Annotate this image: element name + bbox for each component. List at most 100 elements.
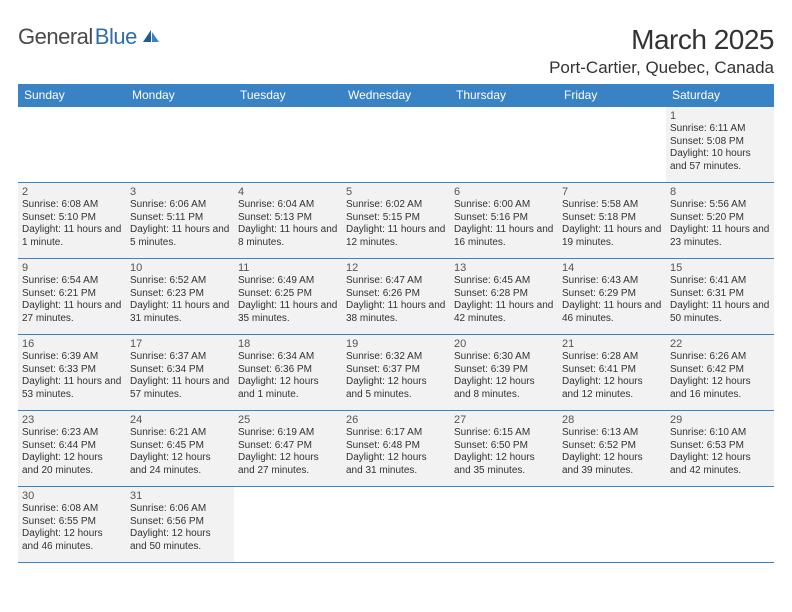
- calendar-cell: 20Sunrise: 6:30 AMSunset: 6:39 PMDayligh…: [450, 335, 558, 411]
- calendar-row: 16Sunrise: 6:39 AMSunset: 6:33 PMDayligh…: [18, 335, 774, 411]
- daylight-text: Daylight: 11 hours and 8 minutes.: [238, 224, 338, 249]
- sunset-text: Sunset: 6:45 PM: [130, 440, 230, 453]
- day-number: 10: [130, 262, 230, 274]
- sunrise-text: Sunrise: 6:43 AM: [562, 275, 662, 288]
- col-header: Friday: [558, 84, 666, 107]
- day-info: Sunrise: 6:26 AMSunset: 6:42 PMDaylight:…: [670, 351, 770, 401]
- calendar-cell: 22Sunrise: 6:26 AMSunset: 6:42 PMDayligh…: [666, 335, 774, 411]
- daylight-text: Daylight: 10 hours and 57 minutes.: [670, 148, 770, 173]
- col-header: Monday: [126, 84, 234, 107]
- day-number: 26: [346, 414, 446, 426]
- col-header: Saturday: [666, 84, 774, 107]
- day-number: 5: [346, 186, 446, 198]
- day-info: Sunrise: 6:54 AMSunset: 6:21 PMDaylight:…: [22, 275, 122, 325]
- sunset-text: Sunset: 6:21 PM: [22, 288, 122, 301]
- logo: General Blue: [18, 24, 161, 50]
- day-info: Sunrise: 6:21 AMSunset: 6:45 PMDaylight:…: [130, 427, 230, 477]
- calendar-body: 1Sunrise: 6:11 AMSunset: 5:08 PMDaylight…: [18, 107, 774, 563]
- sunset-text: Sunset: 6:56 PM: [130, 516, 230, 529]
- day-info: Sunrise: 6:08 AMSunset: 5:10 PMDaylight:…: [22, 199, 122, 249]
- sunset-text: Sunset: 6:25 PM: [238, 288, 338, 301]
- calendar-cell: 10Sunrise: 6:52 AMSunset: 6:23 PMDayligh…: [126, 259, 234, 335]
- calendar-cell: 8Sunrise: 5:56 AMSunset: 5:20 PMDaylight…: [666, 183, 774, 259]
- sunrise-text: Sunrise: 6:13 AM: [562, 427, 662, 440]
- daylight-text: Daylight: 12 hours and 39 minutes.: [562, 452, 662, 477]
- sunrise-text: Sunrise: 6:21 AM: [130, 427, 230, 440]
- day-number: 1: [670, 110, 770, 122]
- calendar-cell: 24Sunrise: 6:21 AMSunset: 6:45 PMDayligh…: [126, 411, 234, 487]
- page-header: General Blue March 2025 Port-Cartier, Qu…: [18, 24, 774, 78]
- daylight-text: Daylight: 12 hours and 16 minutes.: [670, 376, 770, 401]
- sunrise-text: Sunrise: 6:47 AM: [346, 275, 446, 288]
- sunrise-text: Sunrise: 6:10 AM: [670, 427, 770, 440]
- sunrise-text: Sunrise: 6:06 AM: [130, 503, 230, 516]
- header-row: Sunday Monday Tuesday Wednesday Thursday…: [18, 84, 774, 107]
- location: Port-Cartier, Quebec, Canada: [549, 58, 774, 78]
- sunrise-text: Sunrise: 5:56 AM: [670, 199, 770, 212]
- calendar-cell: 29Sunrise: 6:10 AMSunset: 6:53 PMDayligh…: [666, 411, 774, 487]
- day-info: Sunrise: 6:41 AMSunset: 6:31 PMDaylight:…: [670, 275, 770, 325]
- calendar-cell: [234, 487, 342, 563]
- daylight-text: Daylight: 11 hours and 16 minutes.: [454, 224, 554, 249]
- daylight-text: Daylight: 12 hours and 31 minutes.: [346, 452, 446, 477]
- calendar-cell: [234, 107, 342, 183]
- day-info: Sunrise: 6:08 AMSunset: 6:55 PMDaylight:…: [22, 503, 122, 553]
- col-header: Tuesday: [234, 84, 342, 107]
- day-info: Sunrise: 5:56 AMSunset: 5:20 PMDaylight:…: [670, 199, 770, 249]
- calendar-cell: [342, 107, 450, 183]
- daylight-text: Daylight: 11 hours and 5 minutes.: [130, 224, 230, 249]
- calendar-cell: 17Sunrise: 6:37 AMSunset: 6:34 PMDayligh…: [126, 335, 234, 411]
- calendar-cell: 30Sunrise: 6:08 AMSunset: 6:55 PMDayligh…: [18, 487, 126, 563]
- day-info: Sunrise: 6:45 AMSunset: 6:28 PMDaylight:…: [454, 275, 554, 325]
- calendar-row: 2Sunrise: 6:08 AMSunset: 5:10 PMDaylight…: [18, 183, 774, 259]
- calendar-cell: 14Sunrise: 6:43 AMSunset: 6:29 PMDayligh…: [558, 259, 666, 335]
- sunset-text: Sunset: 6:48 PM: [346, 440, 446, 453]
- calendar-row: 9Sunrise: 6:54 AMSunset: 6:21 PMDaylight…: [18, 259, 774, 335]
- daylight-text: Daylight: 11 hours and 46 minutes.: [562, 300, 662, 325]
- sunset-text: Sunset: 5:16 PM: [454, 212, 554, 225]
- calendar-cell: [18, 107, 126, 183]
- daylight-text: Daylight: 12 hours and 1 minute.: [238, 376, 338, 401]
- sunset-text: Sunset: 6:34 PM: [130, 364, 230, 377]
- day-info: Sunrise: 6:37 AMSunset: 6:34 PMDaylight:…: [130, 351, 230, 401]
- sunset-text: Sunset: 6:42 PM: [670, 364, 770, 377]
- daylight-text: Daylight: 11 hours and 23 minutes.: [670, 224, 770, 249]
- daylight-text: Daylight: 11 hours and 53 minutes.: [22, 376, 122, 401]
- day-number: 24: [130, 414, 230, 426]
- day-number: 29: [670, 414, 770, 426]
- sunset-text: Sunset: 6:53 PM: [670, 440, 770, 453]
- sunset-text: Sunset: 5:18 PM: [562, 212, 662, 225]
- day-number: 12: [346, 262, 446, 274]
- calendar-cell: 16Sunrise: 6:39 AMSunset: 6:33 PMDayligh…: [18, 335, 126, 411]
- daylight-text: Daylight: 11 hours and 35 minutes.: [238, 300, 338, 325]
- sunrise-text: Sunrise: 6:11 AM: [670, 123, 770, 136]
- sunrise-text: Sunrise: 6:04 AM: [238, 199, 338, 212]
- calendar-cell: [666, 487, 774, 563]
- day-info: Sunrise: 6:02 AMSunset: 5:15 PMDaylight:…: [346, 199, 446, 249]
- sunrise-text: Sunrise: 6:17 AM: [346, 427, 446, 440]
- day-number: 2: [22, 186, 122, 198]
- calendar-cell: 6Sunrise: 6:00 AMSunset: 5:16 PMDaylight…: [450, 183, 558, 259]
- col-header: Thursday: [450, 84, 558, 107]
- sunrise-text: Sunrise: 6:39 AM: [22, 351, 122, 364]
- day-number: 4: [238, 186, 338, 198]
- title-block: March 2025 Port-Cartier, Quebec, Canada: [549, 24, 774, 78]
- day-info: Sunrise: 6:47 AMSunset: 6:26 PMDaylight:…: [346, 275, 446, 325]
- calendar-cell: 12Sunrise: 6:47 AMSunset: 6:26 PMDayligh…: [342, 259, 450, 335]
- calendar-row: 23Sunrise: 6:23 AMSunset: 6:44 PMDayligh…: [18, 411, 774, 487]
- day-number: 27: [454, 414, 554, 426]
- sunset-text: Sunset: 6:41 PM: [562, 364, 662, 377]
- sunrise-text: Sunrise: 6:52 AM: [130, 275, 230, 288]
- calendar-cell: 13Sunrise: 6:45 AMSunset: 6:28 PMDayligh…: [450, 259, 558, 335]
- calendar-cell: 15Sunrise: 6:41 AMSunset: 6:31 PMDayligh…: [666, 259, 774, 335]
- calendar-cell: 2Sunrise: 6:08 AMSunset: 5:10 PMDaylight…: [18, 183, 126, 259]
- calendar-cell: 28Sunrise: 6:13 AMSunset: 6:52 PMDayligh…: [558, 411, 666, 487]
- day-number: 15: [670, 262, 770, 274]
- day-number: 13: [454, 262, 554, 274]
- sunrise-text: Sunrise: 6:28 AM: [562, 351, 662, 364]
- day-number: 9: [22, 262, 122, 274]
- daylight-text: Daylight: 12 hours and 8 minutes.: [454, 376, 554, 401]
- sunset-text: Sunset: 6:39 PM: [454, 364, 554, 377]
- sunrise-text: Sunrise: 6:23 AM: [22, 427, 122, 440]
- daylight-text: Daylight: 12 hours and 27 minutes.: [238, 452, 338, 477]
